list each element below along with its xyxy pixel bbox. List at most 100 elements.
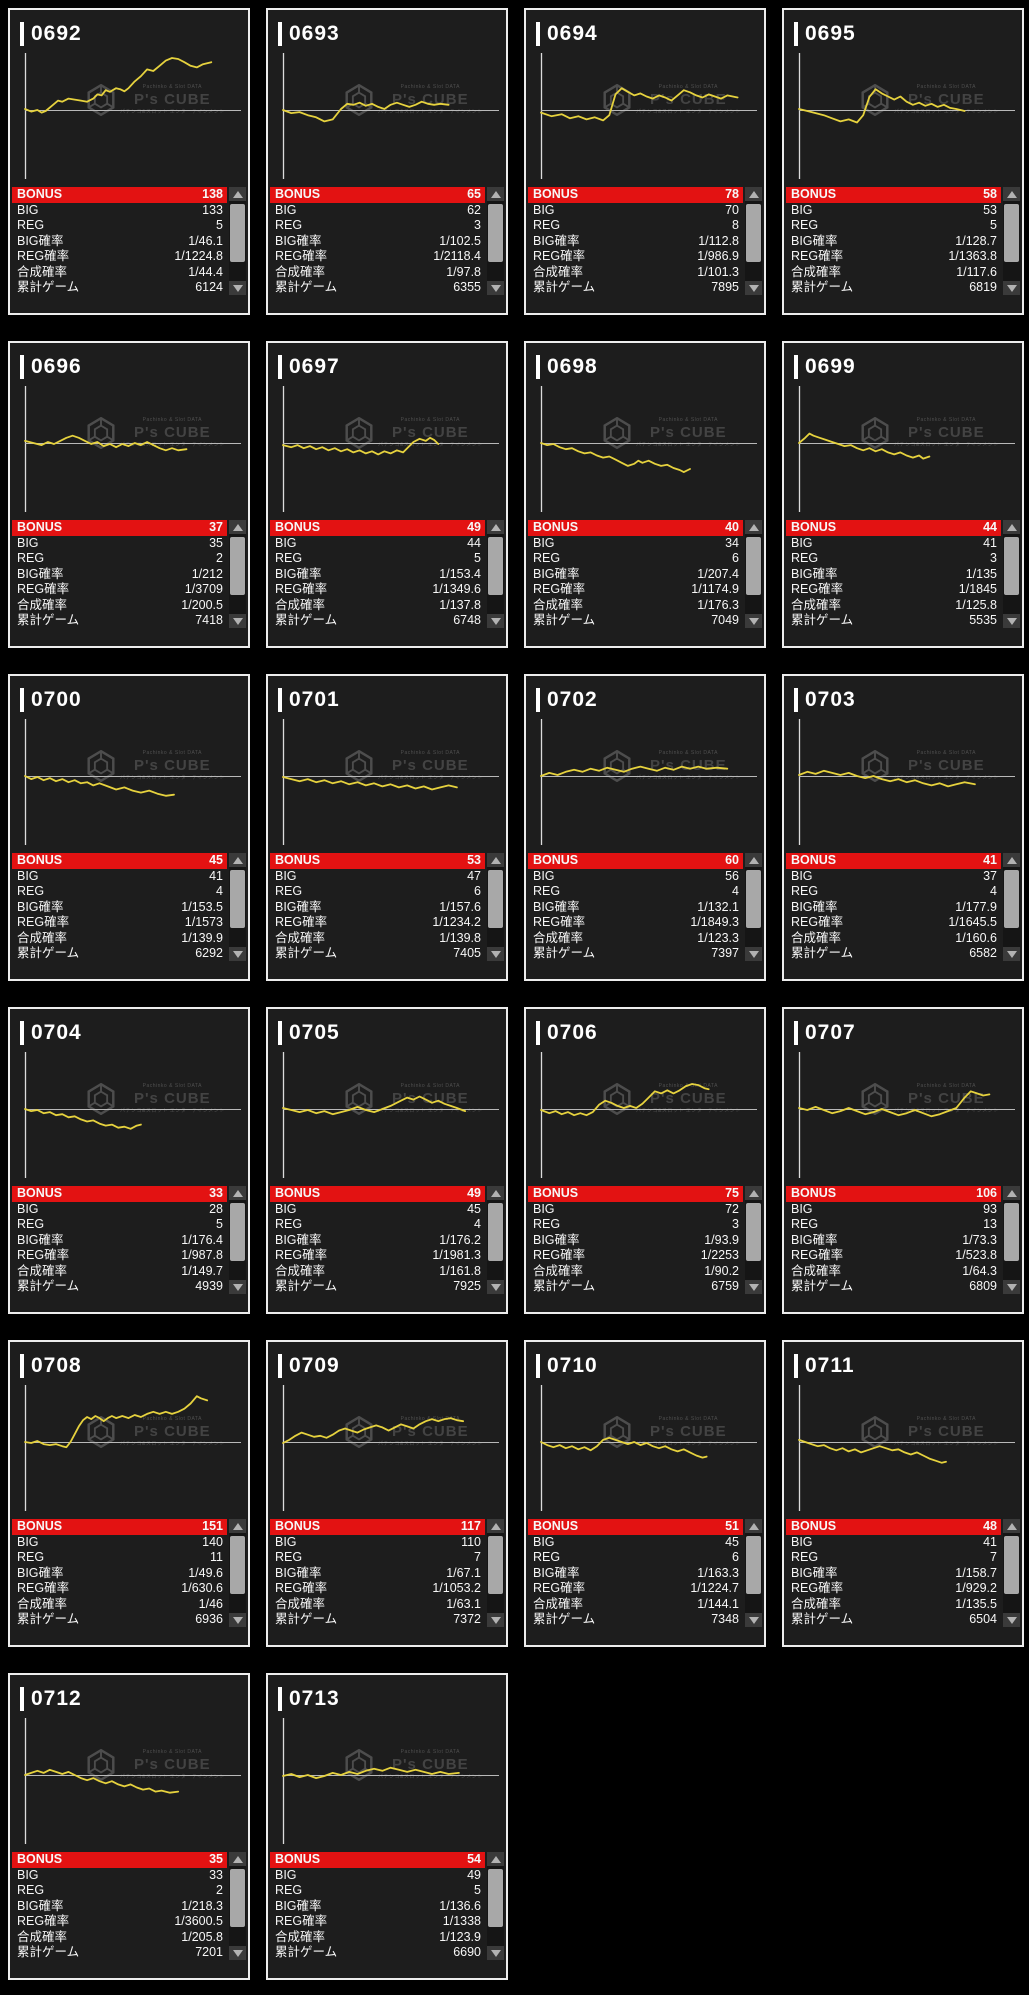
scroll-up-button[interactable] xyxy=(487,520,504,534)
scroll-down-button[interactable] xyxy=(1003,614,1020,628)
scroll-up-button[interactable] xyxy=(1003,520,1020,534)
scroll-up-button[interactable] xyxy=(745,853,762,867)
scroll-down-button[interactable] xyxy=(745,1280,762,1294)
scrollbar-track[interactable] xyxy=(1003,534,1020,614)
scrollbar-track[interactable] xyxy=(745,1533,762,1613)
machine-card[interactable]: 0705 Pachinko & Slot DATA P's CUBE パチンコ&… xyxy=(266,1007,508,1314)
scrollbar-thumb[interactable] xyxy=(746,204,761,262)
scroll-up-button[interactable] xyxy=(229,187,246,201)
machine-card[interactable]: 0700 Pachinko & Slot DATA P's CUBE パチンコ&… xyxy=(8,674,250,981)
scroll-up-button[interactable] xyxy=(487,187,504,201)
machine-card[interactable]: 0712 Pachinko & Slot DATA P's CUBE パチンコ&… xyxy=(8,1673,250,1980)
stats-scrollbar[interactable] xyxy=(487,1186,504,1294)
stats-scrollbar[interactable] xyxy=(229,853,246,961)
stats-scrollbar[interactable] xyxy=(487,187,504,295)
stats-scrollbar[interactable] xyxy=(229,187,246,295)
stats-scrollbar[interactable] xyxy=(1003,1186,1020,1294)
scrollbar-thumb[interactable] xyxy=(1004,1203,1019,1261)
machine-card[interactable]: 0695 Pachinko & Slot DATA P's CUBE パチンコ&… xyxy=(782,8,1024,315)
machine-card[interactable]: 0702 Pachinko & Slot DATA P's CUBE パチンコ&… xyxy=(524,674,766,981)
scrollbar-track[interactable] xyxy=(229,1866,246,1946)
scrollbar-track[interactable] xyxy=(229,867,246,947)
scrollbar-track[interactable] xyxy=(1003,201,1020,281)
scrollbar-thumb[interactable] xyxy=(746,537,761,595)
stats-scrollbar[interactable] xyxy=(487,520,504,628)
scrollbar-track[interactable] xyxy=(745,201,762,281)
scroll-up-button[interactable] xyxy=(229,853,246,867)
scrollbar-thumb[interactable] xyxy=(488,1869,503,1927)
scroll-up-button[interactable] xyxy=(487,853,504,867)
scroll-up-button[interactable] xyxy=(745,1519,762,1533)
scroll-up-button[interactable] xyxy=(745,187,762,201)
stats-scrollbar[interactable] xyxy=(229,1852,246,1960)
machine-card[interactable]: 0694 Pachinko & Slot DATA P's CUBE パチンコ&… xyxy=(524,8,766,315)
scrollbar-thumb[interactable] xyxy=(746,870,761,928)
scroll-down-button[interactable] xyxy=(745,281,762,295)
scrollbar-track[interactable] xyxy=(487,1533,504,1613)
scrollbar-thumb[interactable] xyxy=(230,870,245,928)
scrollbar-track[interactable] xyxy=(229,1533,246,1613)
scroll-down-button[interactable] xyxy=(1003,947,1020,961)
scrollbar-track[interactable] xyxy=(229,534,246,614)
scroll-down-button[interactable] xyxy=(1003,1613,1020,1627)
scrollbar-thumb[interactable] xyxy=(1004,1536,1019,1594)
stats-scrollbar[interactable] xyxy=(1003,853,1020,961)
machine-card[interactable]: 0692 Pachinko & Slot DATA P's CUBE パチンコ&… xyxy=(8,8,250,315)
scroll-down-button[interactable] xyxy=(229,614,246,628)
scrollbar-track[interactable] xyxy=(745,1200,762,1280)
scrollbar-thumb[interactable] xyxy=(1004,870,1019,928)
stats-scrollbar[interactable] xyxy=(745,1186,762,1294)
scrollbar-thumb[interactable] xyxy=(1004,537,1019,595)
scroll-up-button[interactable] xyxy=(487,1519,504,1533)
scroll-up-button[interactable] xyxy=(1003,187,1020,201)
scroll-down-button[interactable] xyxy=(1003,281,1020,295)
machine-card[interactable]: 0710 Pachinko & Slot DATA P's CUBE パチンコ&… xyxy=(524,1340,766,1647)
machine-card[interactable]: 0699 Pachinko & Slot DATA P's CUBE パチンコ&… xyxy=(782,341,1024,648)
scroll-down-button[interactable] xyxy=(487,1613,504,1627)
scrollbar-track[interactable] xyxy=(487,1866,504,1946)
scroll-down-button[interactable] xyxy=(229,1280,246,1294)
stats-scrollbar[interactable] xyxy=(487,1852,504,1960)
scroll-down-button[interactable] xyxy=(229,1946,246,1960)
scrollbar-thumb[interactable] xyxy=(230,537,245,595)
scrollbar-thumb[interactable] xyxy=(488,1203,503,1261)
machine-card[interactable]: 0701 Pachinko & Slot DATA P's CUBE パチンコ&… xyxy=(266,674,508,981)
machine-card[interactable]: 0708 Pachinko & Slot DATA P's CUBE パチンコ&… xyxy=(8,1340,250,1647)
scrollbar-track[interactable] xyxy=(745,534,762,614)
scrollbar-thumb[interactable] xyxy=(230,1869,245,1927)
scroll-down-button[interactable] xyxy=(229,1613,246,1627)
scrollbar-thumb[interactable] xyxy=(230,204,245,262)
scrollbar-thumb[interactable] xyxy=(488,1536,503,1594)
stats-scrollbar[interactable] xyxy=(229,1186,246,1294)
scroll-down-button[interactable] xyxy=(487,1946,504,1960)
machine-card[interactable]: 0704 Pachinko & Slot DATA P's CUBE パチンコ&… xyxy=(8,1007,250,1314)
scroll-down-button[interactable] xyxy=(745,614,762,628)
stats-scrollbar[interactable] xyxy=(487,1519,504,1627)
machine-card[interactable]: 0713 Pachinko & Slot DATA P's CUBE パチンコ&… xyxy=(266,1673,508,1980)
scroll-up-button[interactable] xyxy=(745,1186,762,1200)
machine-card[interactable]: 0696 Pachinko & Slot DATA P's CUBE パチンコ&… xyxy=(8,341,250,648)
stats-scrollbar[interactable] xyxy=(1003,520,1020,628)
stats-scrollbar[interactable] xyxy=(487,853,504,961)
stats-scrollbar[interactable] xyxy=(1003,1519,1020,1627)
scrollbar-track[interactable] xyxy=(487,1200,504,1280)
machine-card[interactable]: 0703 Pachinko & Slot DATA P's CUBE パチンコ&… xyxy=(782,674,1024,981)
scrollbar-track[interactable] xyxy=(487,201,504,281)
scroll-down-button[interactable] xyxy=(229,281,246,295)
scrollbar-thumb[interactable] xyxy=(1004,204,1019,262)
scroll-down-button[interactable] xyxy=(487,947,504,961)
stats-scrollbar[interactable] xyxy=(745,520,762,628)
machine-card[interactable]: 0711 Pachinko & Slot DATA P's CUBE パチンコ&… xyxy=(782,1340,1024,1647)
scroll-up-button[interactable] xyxy=(229,1186,246,1200)
stats-scrollbar[interactable] xyxy=(745,1519,762,1627)
scroll-up-button[interactable] xyxy=(1003,1519,1020,1533)
scroll-down-button[interactable] xyxy=(229,947,246,961)
scroll-up-button[interactable] xyxy=(745,520,762,534)
scrollbar-track[interactable] xyxy=(745,867,762,947)
scrollbar-thumb[interactable] xyxy=(746,1536,761,1594)
scroll-up-button[interactable] xyxy=(229,520,246,534)
scrollbar-thumb[interactable] xyxy=(488,204,503,262)
scroll-up-button[interactable] xyxy=(229,1852,246,1866)
scroll-down-button[interactable] xyxy=(487,1280,504,1294)
machine-card[interactable]: 0707 Pachinko & Slot DATA P's CUBE パチンコ&… xyxy=(782,1007,1024,1314)
